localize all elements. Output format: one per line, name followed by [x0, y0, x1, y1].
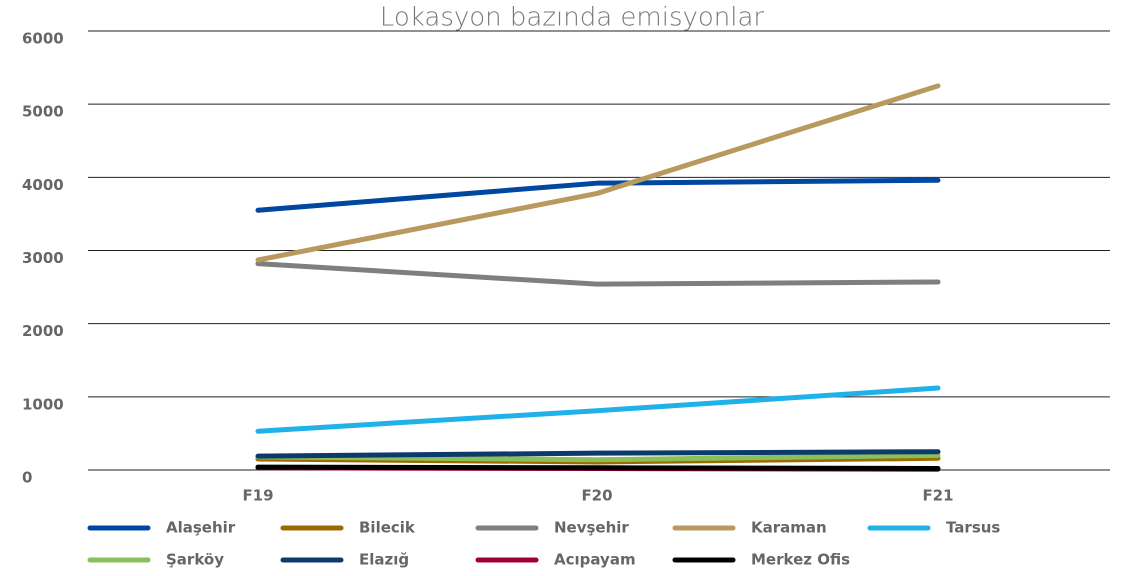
legend-label: Merkez Ofis — [751, 551, 850, 569]
x-tick-label: F20 — [581, 487, 612, 505]
legend-label: Bilecik — [359, 519, 416, 537]
series-line — [255, 261, 941, 287]
y-tick-label: 4000 — [22, 176, 64, 194]
series-line — [255, 177, 941, 213]
series-line — [255, 449, 941, 459]
legend-label: Karaman — [751, 519, 827, 537]
series-line — [255, 385, 941, 434]
series-line — [255, 452, 941, 463]
x-tick-label: F19 — [242, 487, 273, 505]
chart-title: Lokasyon bazında emisyonlar — [380, 3, 765, 33]
series-line — [255, 464, 941, 472]
legend-label: Şarköy — [166, 551, 224, 569]
legend-label: Elazığ — [359, 551, 409, 569]
y-tick-label: 0 — [22, 469, 32, 487]
legend-label: Acıpayam — [554, 551, 636, 569]
y-tick-label: 5000 — [22, 103, 64, 121]
x-tick-label: F21 — [922, 487, 953, 505]
legend-label: Tarsus — [946, 519, 1000, 537]
legend-label: Alaşehir — [166, 519, 236, 537]
y-tick-label: 1000 — [22, 395, 64, 413]
y-tick-label: 6000 — [22, 30, 64, 48]
y-tick-label: 3000 — [22, 249, 64, 267]
y-tick-label: 2000 — [22, 322, 64, 340]
series-line — [255, 83, 941, 263]
legend-label: Nevşehir — [554, 519, 629, 537]
